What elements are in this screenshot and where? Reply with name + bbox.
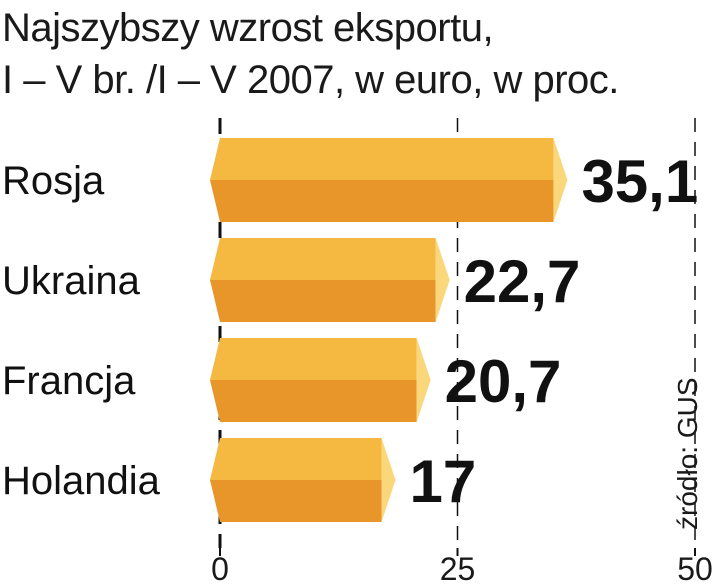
value-label: 35,1 bbox=[581, 148, 698, 215]
bar-bottom-face bbox=[210, 480, 382, 522]
value-label: 20,7 bbox=[445, 348, 562, 415]
x-tick-label: 50 bbox=[677, 551, 713, 585]
bar-bottom-face bbox=[210, 280, 436, 322]
bar-bottom-face bbox=[210, 380, 417, 422]
value-label: 22,7 bbox=[464, 248, 581, 315]
bar-top-face bbox=[210, 338, 417, 380]
bar-francja bbox=[210, 338, 431, 422]
value-label: 17 bbox=[410, 448, 477, 515]
bar-top-face bbox=[210, 438, 382, 480]
bar-end-face bbox=[553, 138, 568, 222]
bar-top-face bbox=[210, 238, 436, 280]
bar-top-face bbox=[210, 138, 554, 180]
bar-holandia bbox=[210, 438, 396, 522]
bar-bottom-face bbox=[210, 180, 554, 222]
chart-title: Najszybszy wzrost eksportu, bbox=[2, 6, 494, 50]
source-note: źródło: GUS bbox=[672, 378, 703, 531]
x-tick-label: 25 bbox=[440, 551, 476, 585]
x-tick-label: 0 bbox=[211, 551, 229, 585]
chart-subtitle: I – V br. /I – V 2007, w euro, w proc. bbox=[2, 58, 619, 102]
bar-ukraina bbox=[210, 238, 450, 322]
category-label: Holandia bbox=[2, 459, 161, 503]
bar-end-face bbox=[435, 238, 450, 322]
category-label: Rosja bbox=[2, 159, 105, 203]
bar-rosja bbox=[210, 138, 568, 222]
bar-end-face bbox=[416, 338, 431, 422]
category-label: Francja bbox=[2, 359, 136, 403]
bar-end-face bbox=[381, 438, 396, 522]
category-label: Ukraina bbox=[2, 259, 141, 303]
